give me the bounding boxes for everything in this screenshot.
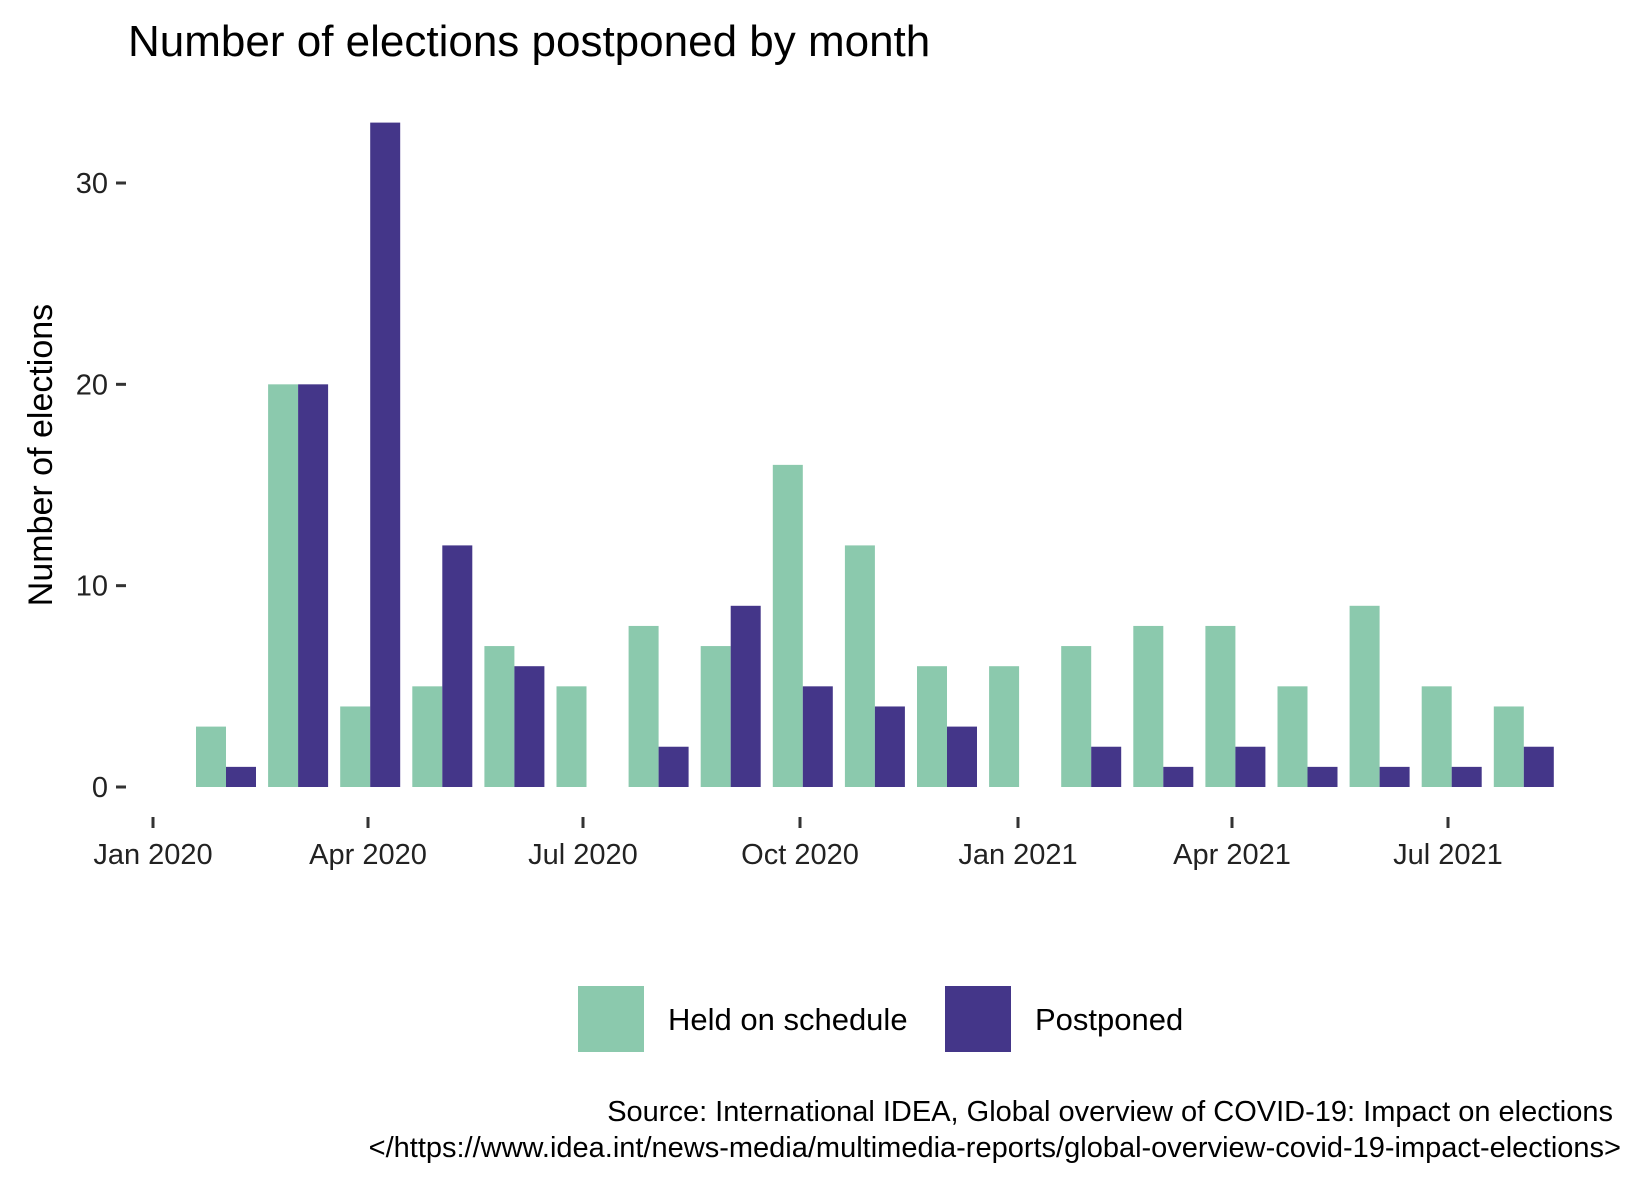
chart-title: Number of elections postponed by month <box>128 17 930 66</box>
x-tick-label: Jan 2020 <box>93 839 212 871</box>
y-tick-label: 20 <box>76 369 108 401</box>
bar-postponed-aug-2021 <box>1523 746 1554 787</box>
x-tick-label: Apr 2021 <box>1173 839 1291 871</box>
x-tick-label: Oct 2020 <box>741 839 859 871</box>
bar-postponed-sep-2020 <box>730 605 761 787</box>
bar-held-mar-2020 <box>268 384 299 787</box>
bar-postponed-apr-2021 <box>1235 746 1266 787</box>
bar-postponed-jun-2021 <box>1379 766 1410 787</box>
y-tick-label: 30 <box>76 168 108 200</box>
bars <box>196 122 1554 788</box>
bar-held-jul-2021 <box>1421 686 1452 787</box>
bar-held-jun-2020 <box>484 646 515 787</box>
bar-postponed-mar-2021 <box>1163 766 1194 787</box>
bar-held-mar-2021 <box>1133 625 1164 787</box>
y-axis: 0 10 20 30 <box>76 168 126 804</box>
y-tick-label: 0 <box>92 772 108 804</box>
bar-postponed-aug-2020 <box>658 746 689 787</box>
bar-held-jun-2021 <box>1349 605 1380 787</box>
bar-postponed-nov-2020 <box>874 706 905 787</box>
bar-held-sep-2020 <box>700 646 731 787</box>
x-tick-label: Jan 2021 <box>958 839 1077 871</box>
bar-postponed-jul-2021 <box>1451 766 1482 787</box>
bar-held-apr-2021 <box>1205 625 1236 787</box>
bar-postponed-may-2020 <box>442 545 473 787</box>
y-axis-label: Number of elections <box>22 304 60 606</box>
legend-swatch-postponed <box>945 986 1011 1052</box>
bar-held-aug-2021 <box>1493 706 1524 787</box>
bar-postponed-oct-2020 <box>802 686 833 787</box>
bar-postponed-apr-2020 <box>370 122 401 788</box>
legend-swatch-held-on-schedule <box>578 986 644 1052</box>
bar-held-apr-2020 <box>340 706 371 787</box>
x-tick-label: Apr 2020 <box>309 839 427 871</box>
bar-held-oct-2020 <box>772 464 803 787</box>
bar-held-jul-2020 <box>556 686 587 787</box>
x-tick-label: Jul 2021 <box>1393 839 1503 871</box>
bar-held-nov-2020 <box>844 545 875 787</box>
legend: Held on schedule Postponed <box>578 986 1183 1052</box>
source-caption-line2: </https://www.idea.int/news-media/multim… <box>369 1132 1621 1164</box>
legend-label-postponed: Postponed <box>1035 1002 1183 1037</box>
bar-postponed-may-2021 <box>1307 766 1338 787</box>
bar-held-jan-2021 <box>989 666 1020 787</box>
bar-held-feb-2020 <box>196 726 226 787</box>
x-axis: Jan 2020 Apr 2020 Jul 2020 Oct 2020 Jan 2021… <box>93 817 1503 871</box>
legend-label-held-on-schedule: Held on schedule <box>668 1002 908 1037</box>
bar-held-may-2021 <box>1277 686 1308 787</box>
bar-held-aug-2020 <box>628 625 659 787</box>
bar-postponed-feb-2021 <box>1091 746 1122 787</box>
bar-held-may-2020 <box>412 686 443 787</box>
bar-postponed-feb-2020 <box>226 766 256 787</box>
bar-postponed-dec-2020 <box>947 726 977 787</box>
bar-postponed-mar-2020 <box>298 384 329 787</box>
source-caption-line1: Source: International IDEA, Global overv… <box>607 1096 1613 1128</box>
y-tick-label: 10 <box>76 571 108 603</box>
x-tick-label: Jul 2020 <box>528 839 638 871</box>
bar-held-feb-2021 <box>1061 646 1092 787</box>
bar-postponed-jun-2020 <box>514 666 545 787</box>
bar-held-dec-2020 <box>917 666 947 787</box>
